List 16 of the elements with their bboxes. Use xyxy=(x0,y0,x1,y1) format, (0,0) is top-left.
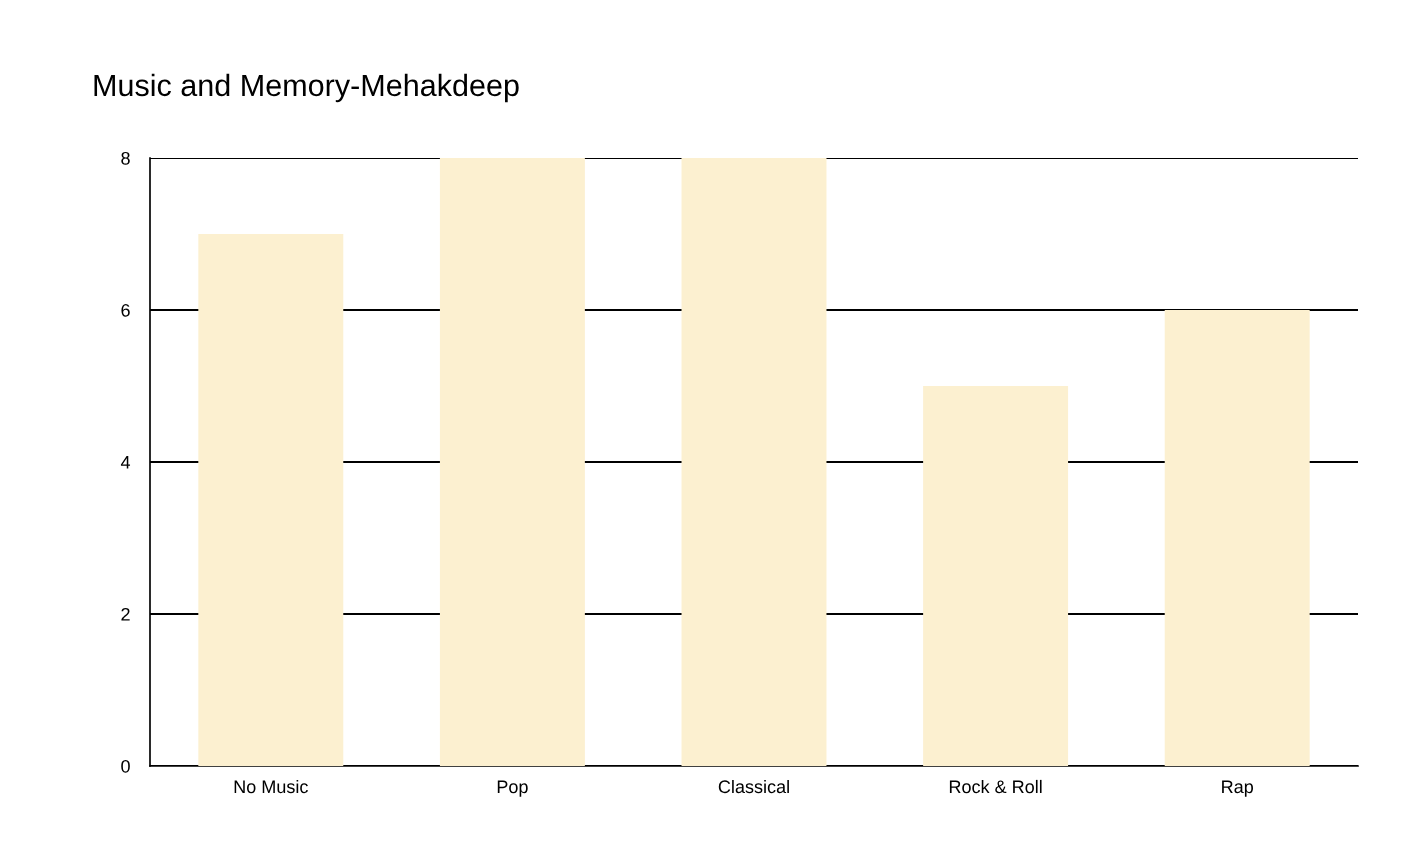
y-tick-label: 4 xyxy=(120,456,131,469)
bar xyxy=(198,234,344,766)
bar xyxy=(923,386,1069,766)
chart-title: Music and Memory-Mehakdeep xyxy=(94,73,519,103)
y-tick-label: 2 xyxy=(121,607,130,621)
y-tick-label: 0 xyxy=(121,759,130,773)
y-tick-label: 6 xyxy=(121,303,130,317)
x-tick-label: Rap xyxy=(1222,780,1253,797)
x-tick-label: Rock & Roll xyxy=(949,779,1042,794)
bar xyxy=(681,158,827,766)
x-tick-label: No Music xyxy=(234,779,308,794)
x-tick-label: Pop xyxy=(497,780,528,797)
bar xyxy=(1164,310,1310,766)
x-tick-label: Classical xyxy=(718,779,789,794)
y-tick-label: 8 xyxy=(121,151,130,165)
bar xyxy=(439,158,585,766)
